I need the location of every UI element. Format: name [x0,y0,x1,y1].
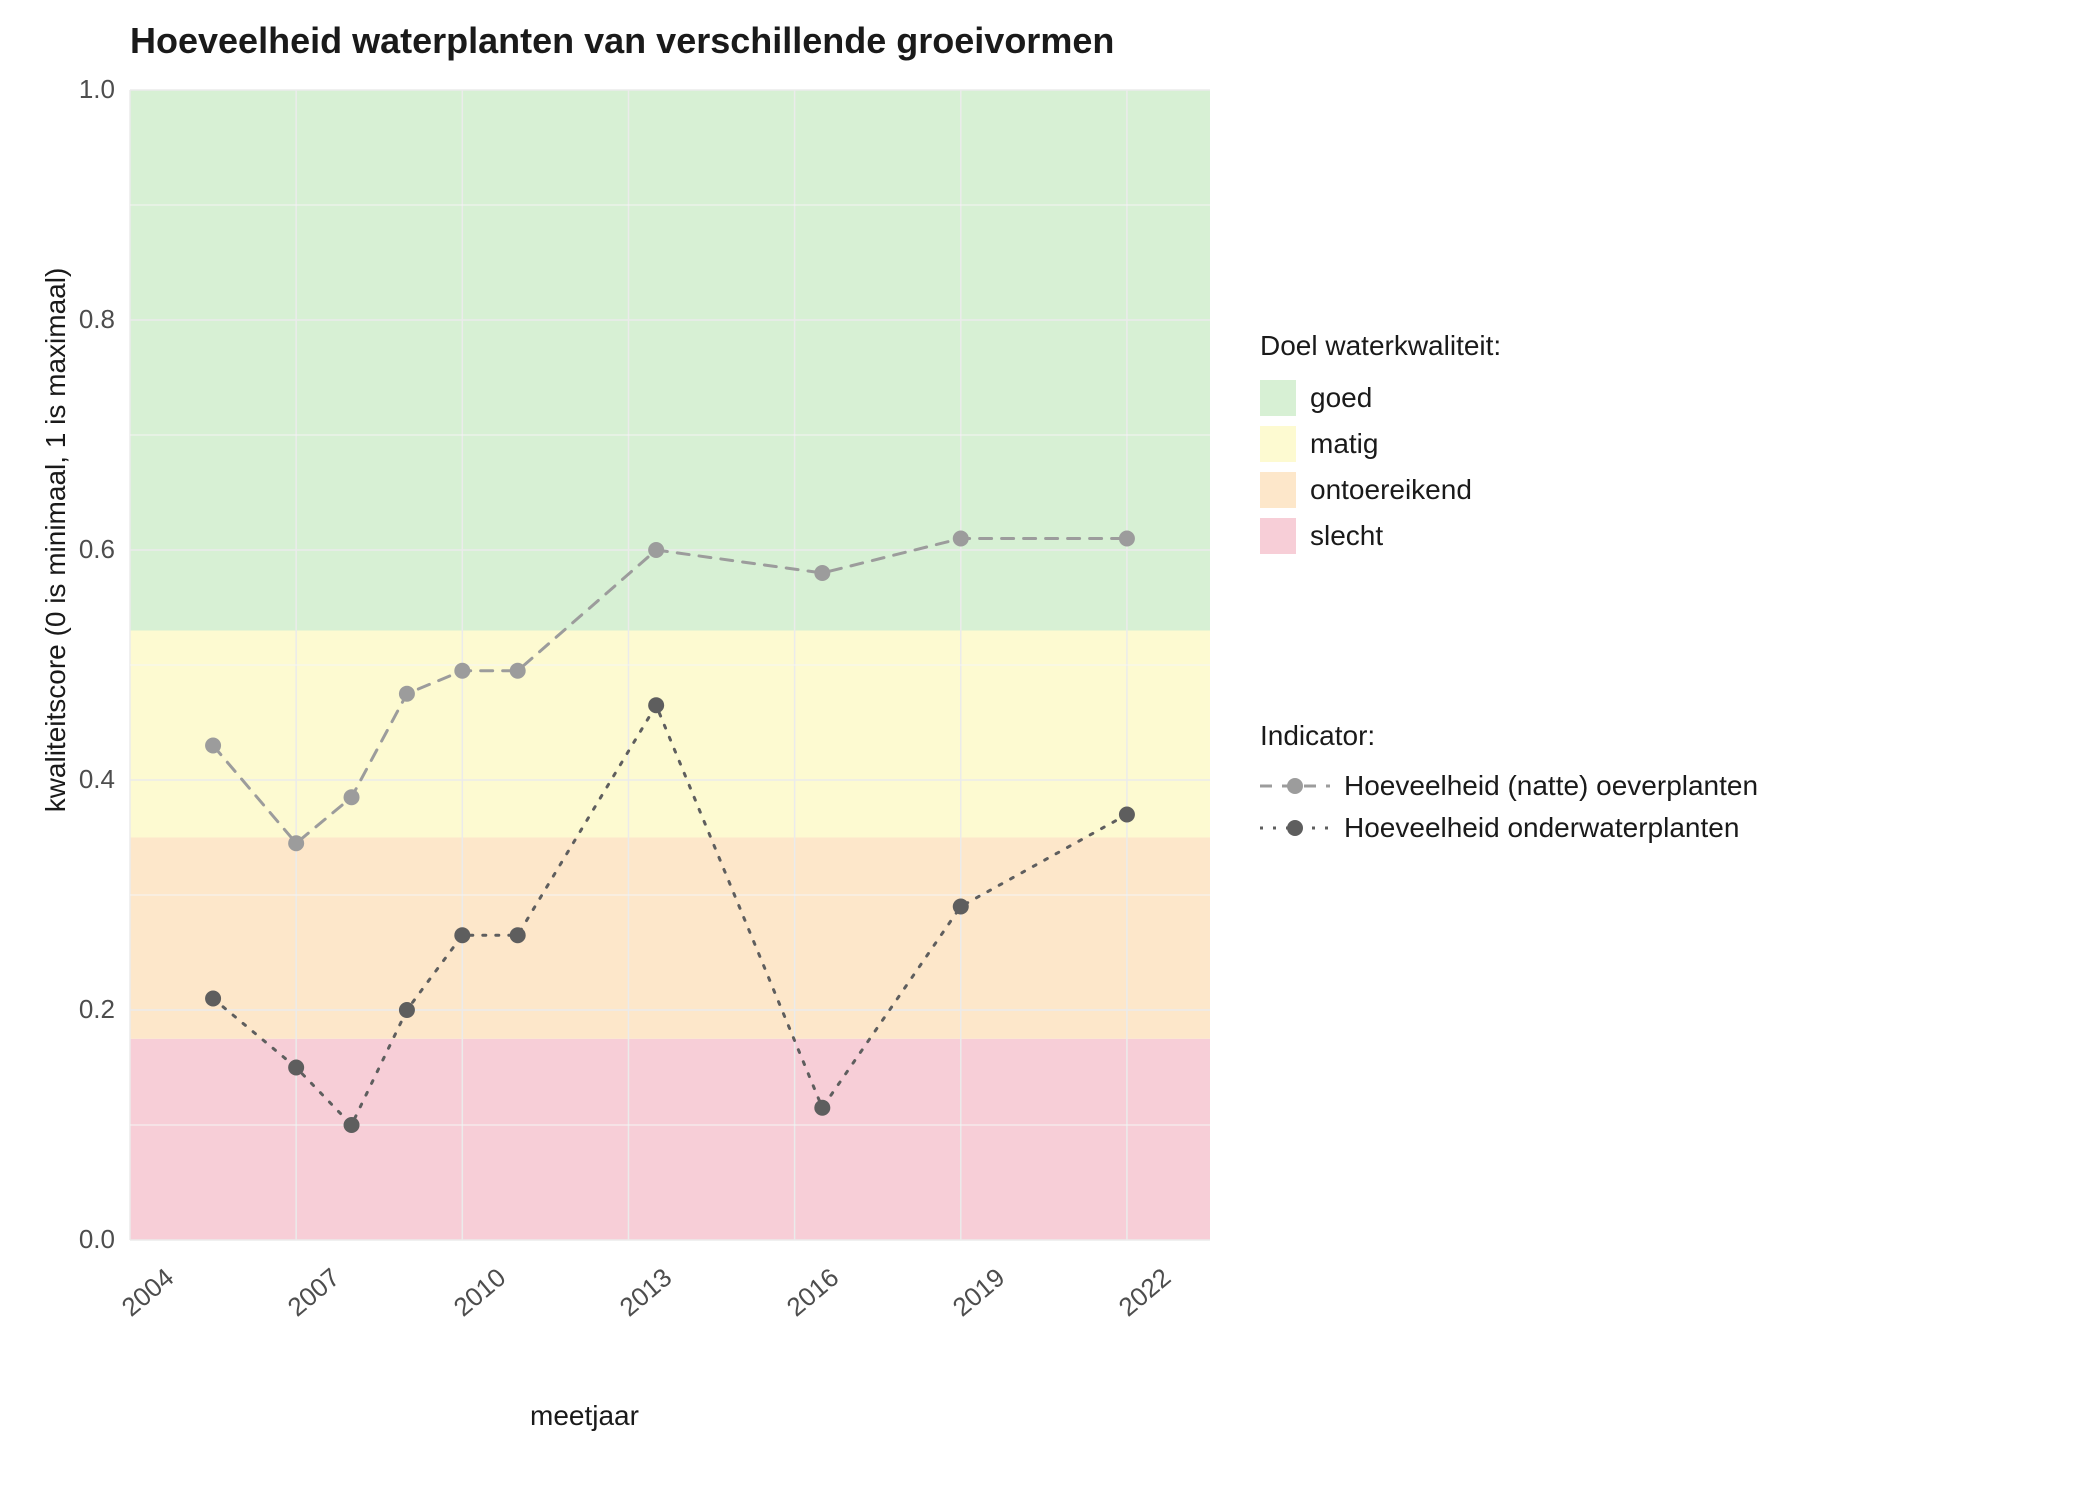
x-tick-label: 2016 [763,1262,844,1337]
y-tick-label: 0.4 [60,764,115,795]
legend-band-item: matig [1260,426,1501,462]
x-tick-label: 2019 [929,1262,1010,1337]
legend-band-item: goed [1260,380,1501,416]
legend-indicators: Indicator: Hoeveelheid (natte) oeverplant… [1260,720,1758,854]
series-marker [288,835,304,851]
y-tick-label: 0.8 [60,304,115,335]
legend-quality-bands: Doel waterkwaliteit: goed matig ontoereiken… [1260,330,1501,564]
legend-series-label: Hoeveelheid (natte) oeverplanten [1344,770,1758,802]
series-marker [814,565,830,581]
quality-band-ontoereikend [130,838,1210,1039]
legend-band-item: ontoereikend [1260,472,1501,508]
y-tick-label: 0.2 [60,994,115,1025]
x-tick-label: 2010 [431,1262,512,1337]
legend-swatch [1260,472,1296,508]
legend-series-item: Hoeveelheid onderwaterplanten [1260,812,1758,844]
legend-series-item: Hoeveelheid (natte) oeverplanten [1260,770,1758,802]
legend-band-item: slecht [1260,518,1501,554]
series-marker [648,697,664,713]
x-tick-label: 2013 [597,1262,678,1337]
legend-band-label: matig [1310,428,1378,460]
series-marker [814,1100,830,1116]
series-marker [648,542,664,558]
series-marker [344,1117,360,1133]
legend-series-title: Indicator: [1260,720,1758,752]
series-marker [510,927,526,943]
legend-band-label: goed [1310,382,1372,414]
legend-bands-title: Doel waterkwaliteit: [1260,330,1501,362]
series-marker [205,991,221,1007]
x-tick-label: 2022 [1096,1262,1177,1337]
series-marker [953,899,969,915]
series-marker [399,686,415,702]
series-marker [510,663,526,679]
x-tick-label: 2007 [265,1262,346,1337]
series-marker [288,1060,304,1076]
legend-swatch [1260,426,1296,462]
series-marker [454,927,470,943]
legend-line-sample [1260,774,1330,798]
y-tick-label: 1.0 [60,74,115,105]
legend-band-label: slecht [1310,520,1383,552]
plot-area [130,90,1210,1240]
chart-title: Hoeveelheid waterplanten van verschillen… [130,20,1114,62]
series-marker [399,1002,415,1018]
legend-line-sample [1260,816,1330,840]
chart-container: Hoeveelheid waterplanten van verschillen… [0,0,2100,1500]
x-tick-label: 2004 [99,1262,180,1337]
legend-swatch [1260,380,1296,416]
series-marker [1119,807,1135,823]
series-marker [1119,531,1135,547]
x-axis-label: meetjaar [530,1400,639,1432]
y-tick-label: 0.0 [60,1224,115,1255]
series-marker [205,738,221,754]
quality-band-matig [130,631,1210,838]
y-tick-label: 0.6 [60,534,115,565]
legend-series-label: Hoeveelheid onderwaterplanten [1344,812,1739,844]
legend-band-label: ontoereikend [1310,474,1472,506]
legend-swatch [1260,518,1296,554]
series-marker [344,789,360,805]
series-marker [953,531,969,547]
series-marker [454,663,470,679]
